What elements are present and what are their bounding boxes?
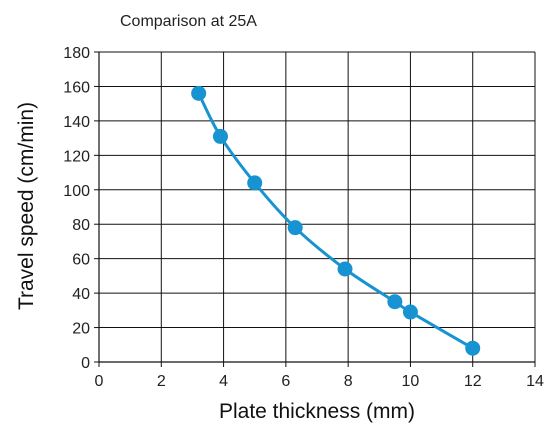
chart-subtitle: Comparison at 25A — [120, 13, 257, 30]
data-point — [337, 261, 353, 277]
data-point — [402, 304, 418, 320]
data-point — [212, 128, 228, 144]
x-tick-label: 4 — [219, 373, 228, 390]
x-tick-label: 8 — [344, 373, 353, 390]
x-tick-label: 0 — [95, 373, 104, 390]
y-tick-label: 40 — [72, 286, 90, 303]
series-line — [197, 91, 475, 350]
y-tick-label: 100 — [63, 183, 90, 200]
y-tick-label: 0 — [81, 355, 90, 372]
y-tick-label: 160 — [63, 79, 90, 96]
x-tick-label: 2 — [157, 373, 166, 390]
grid — [99, 51, 536, 362]
x-axis-label: Plate thickness (mm) — [219, 400, 415, 423]
y-tick-label: 140 — [63, 114, 90, 131]
y-tick-label: 80 — [72, 217, 90, 234]
data-point — [465, 340, 481, 356]
x-tick-label: 10 — [402, 373, 420, 390]
x-tick-label: 14 — [526, 373, 544, 390]
data-point — [247, 175, 263, 191]
x-tick-label: 12 — [464, 373, 482, 390]
y-axis-label: Travel speed (cm/min) — [15, 102, 38, 310]
y-tick-label: 20 — [72, 321, 90, 338]
axes — [94, 51, 536, 367]
y-tick-label: 60 — [72, 252, 90, 269]
y-tick-label: 120 — [63, 148, 90, 165]
data-point — [287, 220, 303, 236]
series-layer — [191, 85, 481, 356]
y-tick-label: 180 — [63, 45, 90, 62]
data-point — [387, 294, 403, 310]
x-tick-label: 6 — [281, 373, 290, 390]
data-point — [191, 85, 207, 101]
